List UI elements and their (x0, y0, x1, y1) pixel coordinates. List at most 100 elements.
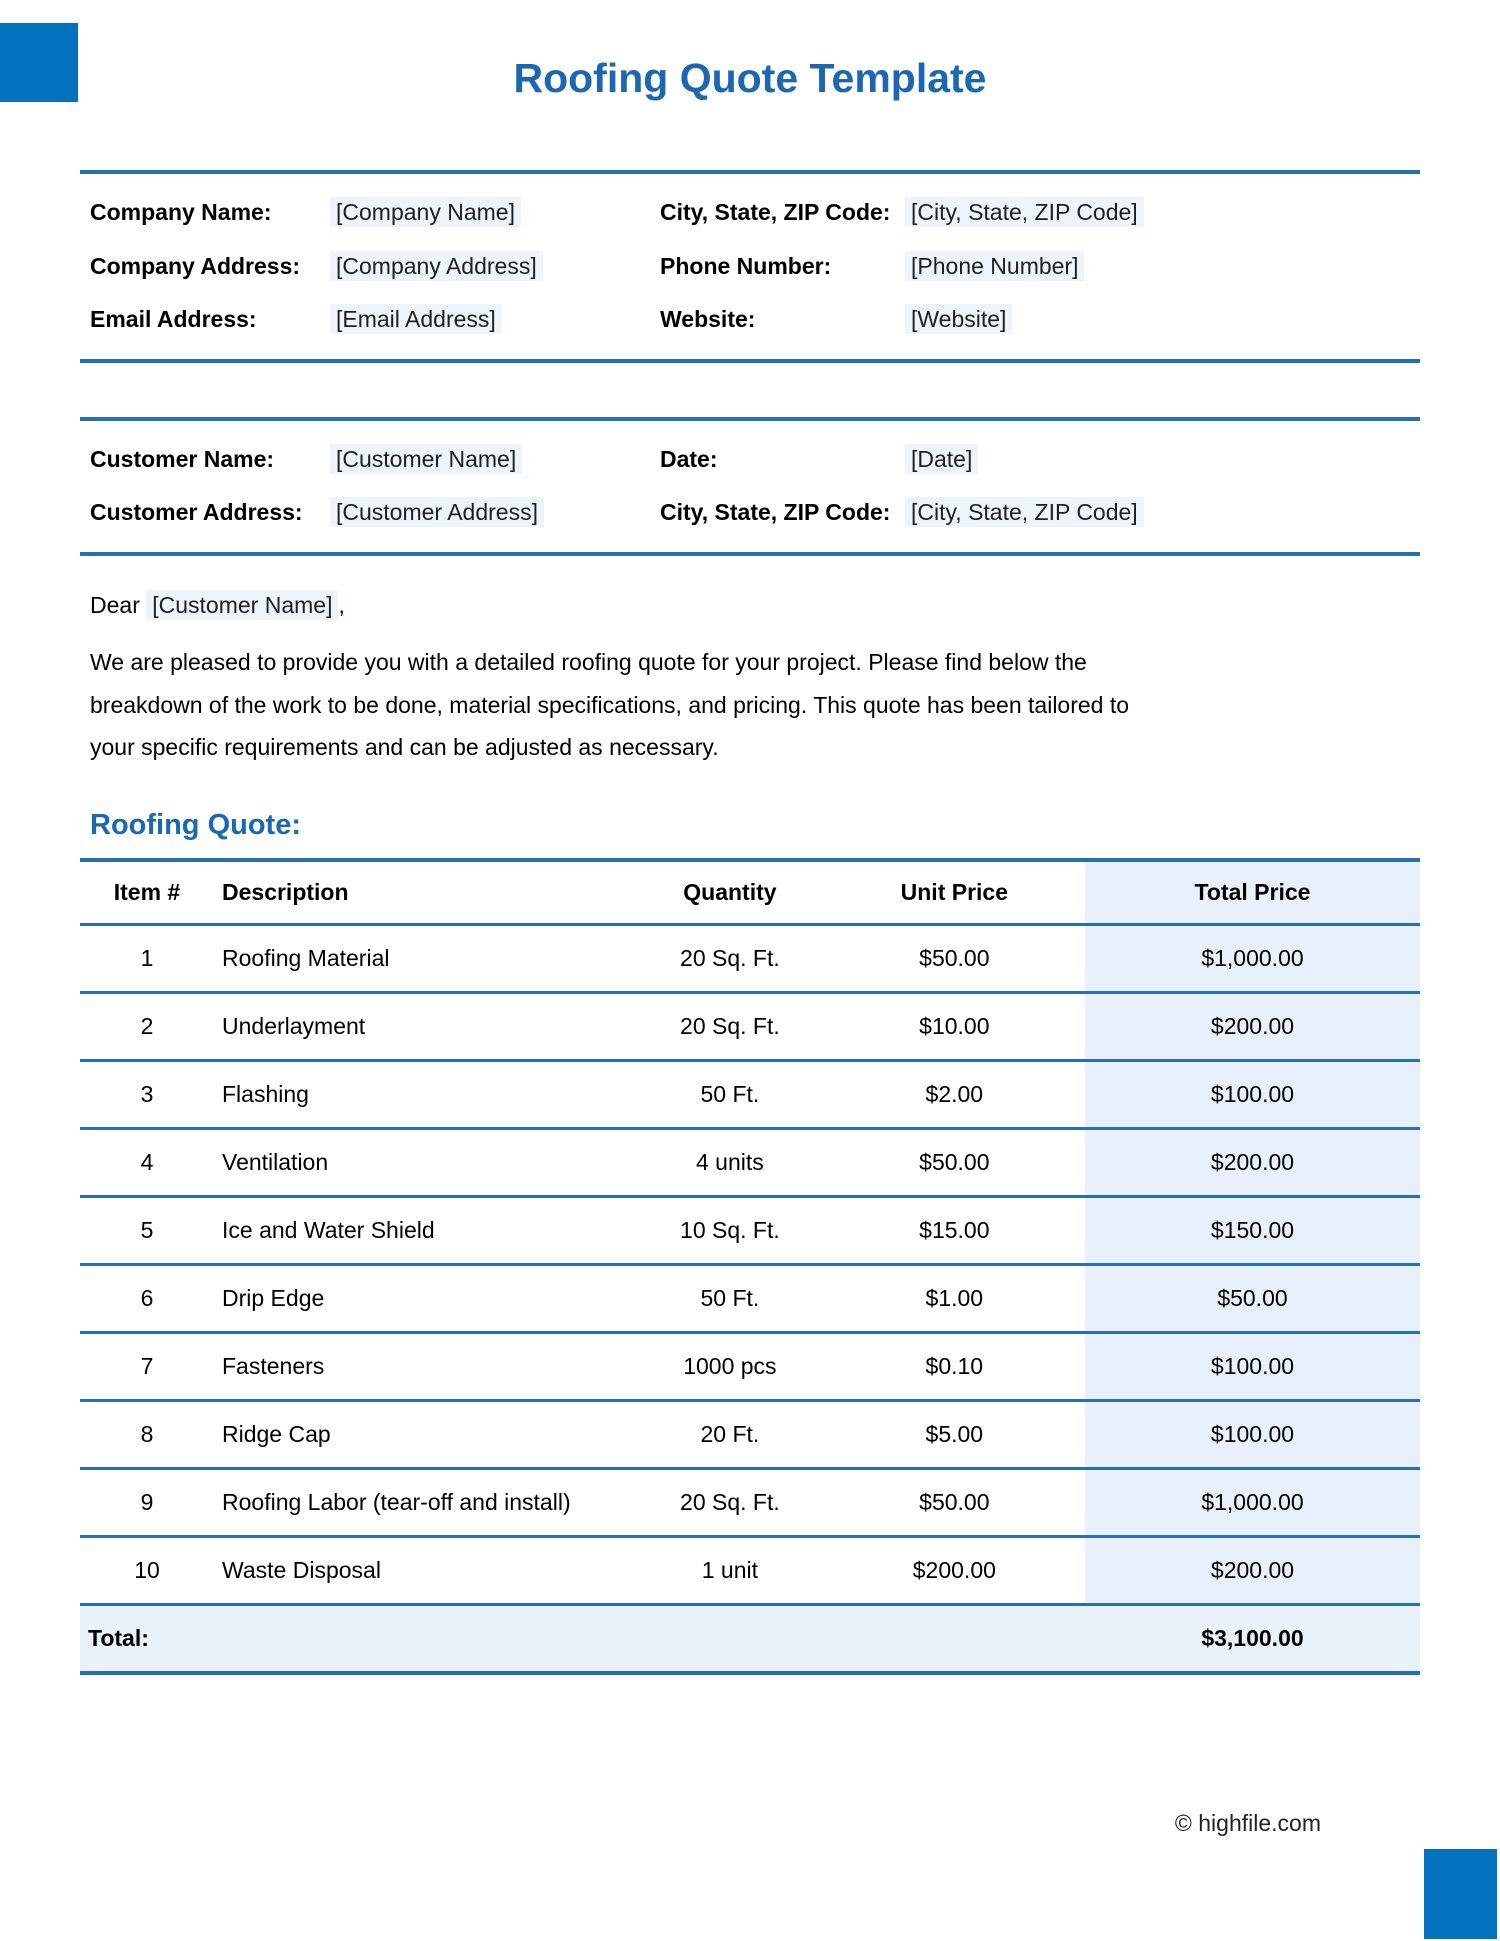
letter-body: We are pleased to provide you with a det… (90, 648, 1130, 761)
cell-description: Underlayment (214, 992, 637, 1062)
company-field-value-4: [Email Address] (330, 293, 660, 347)
customer-field-label-1: Date: (660, 445, 718, 472)
bottom-right-accent-square (1424, 1849, 1497, 1939)
quote-table-row: 4 Ventilation 4 units $50.00 $200.00 (80, 1128, 1420, 1198)
customer-field-label-2: Customer Address: (90, 499, 303, 526)
customer-name-placeholder[interactable]: [Customer Name] (146, 589, 339, 620)
cell-quantity: 50 Ft. (636, 1264, 824, 1334)
cell-description: Waste Disposal (214, 1536, 637, 1606)
cell-unit-price: $2.00 (823, 1060, 1085, 1130)
company-info-section: Company Name: [Company Name] City, State, … (80, 170, 1420, 363)
cell-description: Ridge Cap (214, 1400, 637, 1470)
top-left-accent-square (0, 23, 78, 102)
company-placeholder-5[interactable]: [Website] (905, 304, 1013, 335)
company-field-value-5: [Website] (905, 293, 1420, 347)
cell-unit-price: $1.00 (823, 1264, 1085, 1334)
customer-placeholder-3[interactable]: [City, State, ZIP Code] (905, 497, 1144, 528)
company-field-label-4: Email Address: (90, 306, 257, 333)
cell-unit-price: $200.00 (823, 1536, 1085, 1606)
quote-table-row: 3 Flashing 50 Ft. $2.00 $100.00 (80, 1060, 1420, 1130)
company-field-label-1: City, State, ZIP Code: (660, 199, 891, 225)
quote-table-row: 9 Roofing Labor (tear-off and install) 20 … (80, 1468, 1420, 1538)
total-label: Total: (80, 1604, 1085, 1675)
customer-field-value-1: [Date] (905, 433, 1420, 487)
cell-total-price: $100.00 (1084, 1400, 1420, 1470)
cell-quantity: 50 Ft. (636, 1060, 824, 1130)
company-field-value-1: [City, State, ZIP Code] (905, 186, 1420, 240)
cell-description: Roofing Labor (tear-off and install) (214, 1468, 637, 1538)
cell-quantity: 1000 pcs (636, 1332, 824, 1402)
quote-table-row: 2 Underlayment 20 Sq. Ft. $10.00 $200.00 (80, 992, 1420, 1062)
company-placeholder-4[interactable]: [Email Address] (330, 304, 502, 335)
cell-description: Fasteners (214, 1332, 637, 1402)
cell-total-price: $200.00 (1084, 992, 1420, 1062)
quote-section-heading: Roofing Quote: (90, 808, 302, 841)
cell-unit-price: $50.00 (823, 924, 1085, 994)
quote-table-row: 8 Ridge Cap 20 Ft. $5.00 $100.00 (80, 1400, 1420, 1470)
quote-table-row: 7 Fasteners 1000 pcs $0.10 $100.00 (80, 1332, 1420, 1402)
column-header-item: Item # (80, 859, 214, 926)
cell-description: Roofing Material (214, 924, 637, 994)
column-header-unit-price: Unit Price (823, 859, 1085, 926)
greeting-suffix: , (338, 591, 345, 618)
cell-item: 4 (80, 1128, 214, 1198)
cell-description: Ice and Water Shield (214, 1196, 637, 1266)
copyright-text: © highfile.com (1174, 1810, 1321, 1836)
customer-placeholder-1[interactable]: [Date] (905, 443, 979, 474)
cell-unit-price: $50.00 (823, 1128, 1085, 1198)
customer-field-label-3: City, State, ZIP Code: (660, 499, 891, 526)
company-field-value-2: [Company Address] (330, 240, 660, 294)
cell-total-price: $150.00 (1084, 1196, 1420, 1266)
cell-total-price: $1,000.00 (1084, 1468, 1420, 1538)
cell-total-price: $100.00 (1084, 1332, 1420, 1402)
cell-quantity: 4 units (636, 1128, 824, 1198)
quote-table-row: 5 Ice and Water Shield 10 Sq. Ft. $15.00 $15… (80, 1196, 1420, 1266)
cell-item: 2 (80, 992, 214, 1062)
cell-description: Ventilation (214, 1128, 637, 1198)
cell-item: 7 (80, 1332, 214, 1402)
cell-quantity: 1 unit (636, 1536, 824, 1606)
company-field-label-3: Phone Number: (660, 252, 832, 279)
company-field-label-5: Website: (660, 306, 756, 333)
document-content: Company Name: [Company Name] City, State, … (80, 170, 1420, 1675)
cell-item: 9 (80, 1468, 214, 1538)
cell-unit-price: $50.00 (823, 1468, 1085, 1538)
customer-info-section: Customer Name: [Customer Name] Date: [Date]… (80, 416, 1420, 556)
quote-table-row: 10 Waste Disposal 1 unit $200.00 $200.00 (80, 1536, 1420, 1606)
cell-total-price: $200.00 (1084, 1536, 1420, 1606)
cell-unit-price: $5.00 (823, 1400, 1085, 1470)
cell-item: 10 (80, 1536, 214, 1606)
cell-description: Drip Edge (214, 1264, 637, 1334)
column-header-description: Description (214, 859, 637, 926)
customer-placeholder-2[interactable]: [Customer Address] (330, 497, 544, 528)
customer-placeholder-0[interactable]: [Customer Name] (330, 443, 523, 474)
cell-unit-price: $15.00 (823, 1196, 1085, 1266)
company-field-label-0: Company Name: (90, 199, 272, 225)
letter-greeting: Dear [Customer Name], (90, 589, 1420, 620)
company-field-label-2: Company Address: (90, 252, 301, 279)
cell-item: 8 (80, 1400, 214, 1470)
cell-unit-price: $0.10 (823, 1332, 1085, 1402)
quote-table: Item # Description Quantity Unit Price Total… (80, 857, 1420, 1675)
customer-field-value-2: [Customer Address] (330, 486, 660, 540)
column-header-total-price: Total Price (1084, 859, 1420, 926)
cell-total-price: $100.00 (1084, 1060, 1420, 1130)
cell-description: Flashing (214, 1060, 637, 1130)
cell-unit-price: $10.00 (823, 992, 1085, 1062)
quote-table-total-row: Total: $3,100.00 (80, 1604, 1420, 1675)
company-placeholder-1[interactable]: [City, State, ZIP Code] (905, 197, 1144, 227)
quote-table-row: 1 Roofing Material 20 Sq. Ft. $50.00 $1,000.… (80, 924, 1420, 994)
cell-total-price: $200.00 (1084, 1128, 1420, 1198)
cell-quantity: 20 Sq. Ft. (636, 924, 824, 994)
cell-item: 3 (80, 1060, 214, 1130)
company-placeholder-3[interactable]: [Phone Number] (905, 250, 1085, 281)
cell-quantity: 20 Ft. (636, 1400, 824, 1470)
cell-total-price: $1,000.00 (1084, 924, 1420, 994)
page-title: Roofing Quote Template (513, 55, 987, 101)
company-placeholder-0[interactable]: [Company Name] (330, 197, 521, 227)
company-field-value-3: [Phone Number] (905, 240, 1420, 294)
total-value: $3,100.00 (1084, 1604, 1420, 1675)
column-header-quantity: Quantity (636, 859, 824, 926)
company-placeholder-2[interactable]: [Company Address] (330, 250, 543, 281)
cell-item: 6 (80, 1264, 214, 1334)
